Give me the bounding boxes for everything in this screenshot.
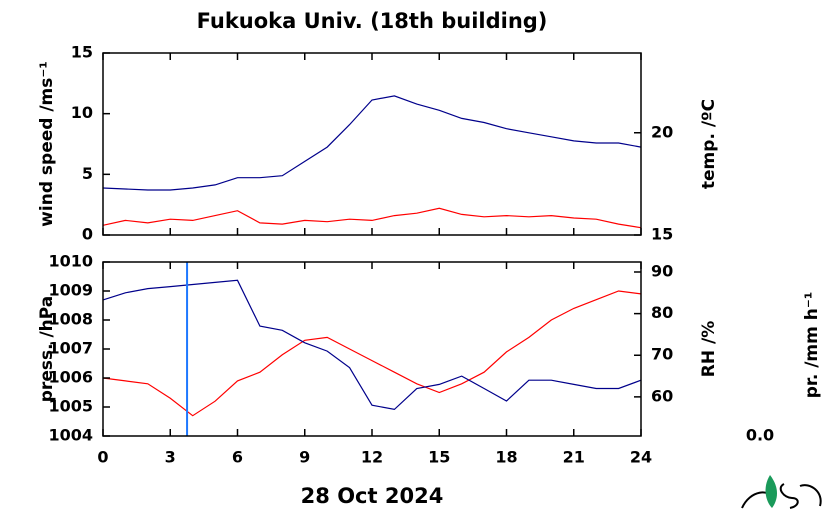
y-tick-label: 5 <box>82 164 93 183</box>
y-axis-label: press. /hPa <box>37 296 57 402</box>
y-axis-label: wind speed /ms⁻¹ <box>37 61 57 227</box>
data-line <box>102 207 642 229</box>
y3-axis-label: pr. /mm h⁻¹ <box>802 292 822 399</box>
data-line <box>102 95 642 191</box>
y-tick-label: 0 <box>82 225 93 244</box>
data-line <box>102 279 642 411</box>
y-tick-label: 15 <box>71 43 93 62</box>
y2-tick-label: 70 <box>651 345 673 364</box>
y-tick-label: 1006 <box>48 368 93 387</box>
y3-tick-label: 0.0 <box>746 426 774 445</box>
logo <box>741 475 822 509</box>
plot-frame <box>102 261 642 437</box>
x-tick-label: 24 <box>630 448 652 467</box>
x-tick-label: 18 <box>495 448 517 467</box>
y-tick-label: 1007 <box>48 339 93 358</box>
x-tick-label: 0 <box>97 448 108 467</box>
y2-tick-label: 80 <box>651 303 673 322</box>
y-tick-label: 1010 <box>48 252 93 271</box>
x-tick-label: 9 <box>299 448 310 467</box>
y2-tick-label: 60 <box>651 386 673 405</box>
y2-tick-label: 15 <box>651 225 673 244</box>
data-line <box>102 290 642 417</box>
y2-axis-label: RH /% <box>699 321 719 377</box>
y-tick-label: 1005 <box>48 397 93 416</box>
y-tick-label: 1009 <box>48 281 93 300</box>
plot-frame <box>102 52 642 236</box>
x-tick-label: 6 <box>232 448 243 467</box>
y-tick-label: 1008 <box>48 310 93 329</box>
bar <box>186 262 189 436</box>
y2-tick-label: 20 <box>651 122 673 141</box>
x-tick-label: 3 <box>165 448 176 467</box>
chart-title: Fukuoka Univ. (18th building) <box>197 9 548 33</box>
y-tick-label: 10 <box>71 103 93 122</box>
x-tick-label: 12 <box>361 448 383 467</box>
y2-axis-label: temp. /ºC <box>699 99 719 189</box>
y2-tick-label: 90 <box>651 261 673 280</box>
x-tick-label: 21 <box>563 448 585 467</box>
x-axis-label: 28 Oct 2024 <box>301 484 444 508</box>
x-tick-label: 15 <box>428 448 450 467</box>
y-tick-label: 1004 <box>48 426 93 445</box>
